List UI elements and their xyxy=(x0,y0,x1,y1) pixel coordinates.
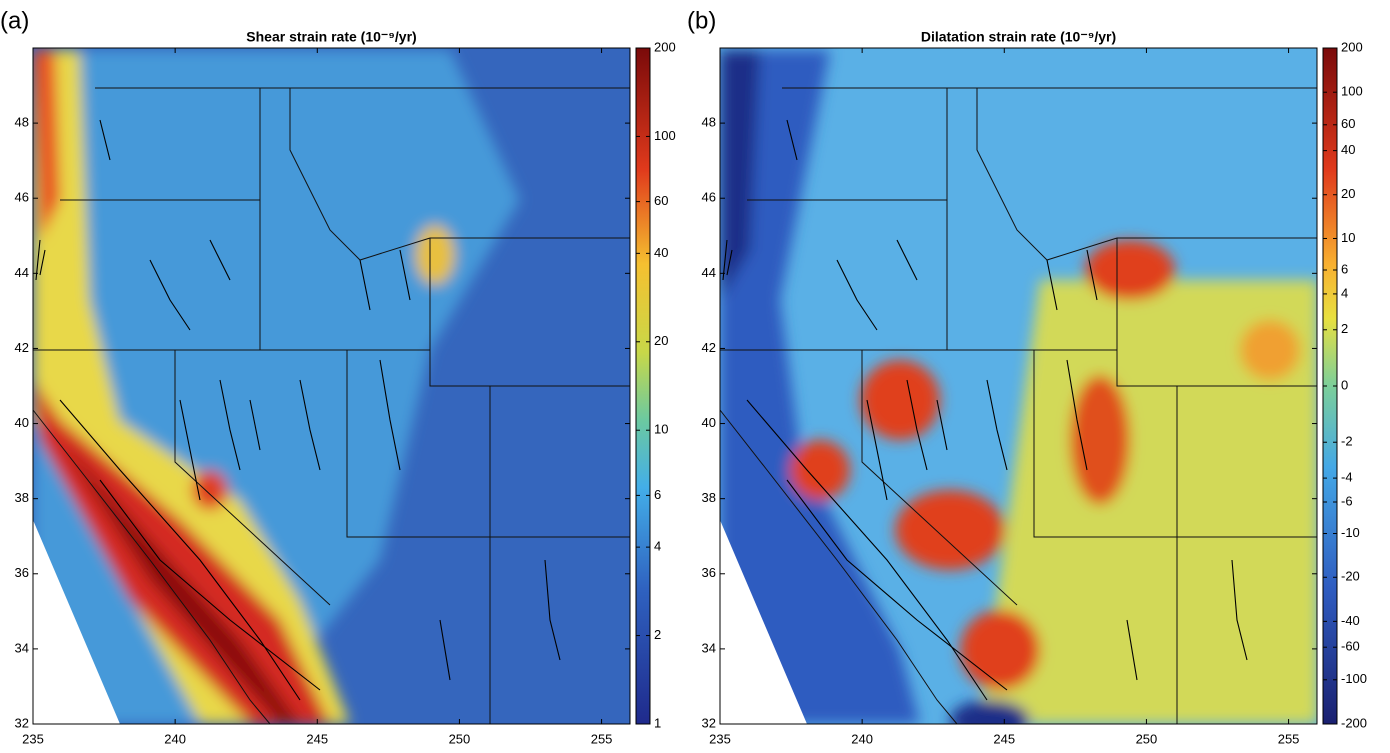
panel-label: (b) xyxy=(687,7,716,34)
y-tick-label: 32 xyxy=(15,715,29,730)
x-tick-label: 245 xyxy=(306,731,328,746)
y-tick-label: 42 xyxy=(15,340,29,355)
colorbar-tick-label: -40 xyxy=(1341,613,1360,628)
colorbar-tick-label: 60 xyxy=(1341,116,1355,131)
y-tick-label: 38 xyxy=(15,490,29,505)
y-tick-label: 40 xyxy=(15,415,29,430)
colorbar-tick-label: 100 xyxy=(654,128,676,143)
colorbar-tick-label: 20 xyxy=(654,333,668,348)
heatmap xyxy=(720,48,1318,740)
colorbar-tick-label: -10 xyxy=(1341,525,1360,540)
y-tick-label: 42 xyxy=(702,340,716,355)
x-tick-label: 250 xyxy=(449,731,471,746)
chart-title: Dilatation strain rate (10⁻⁹/yr) xyxy=(921,29,1116,45)
y-tick-label: 48 xyxy=(702,115,716,130)
panel-label: (a) xyxy=(0,7,29,34)
colorbar-tick-label: -200 xyxy=(1341,715,1367,730)
colorbar-tick-label: 4 xyxy=(1341,285,1348,300)
y-tick-label: 44 xyxy=(15,265,29,280)
colorbar-tick-label: 10 xyxy=(654,422,668,437)
y-tick-label: 34 xyxy=(15,640,29,655)
colorbar-tick-label: -6 xyxy=(1341,493,1353,508)
figure: (a)Shear strain rate (10⁻⁹/yr)2352402452… xyxy=(0,0,1390,753)
colorbar-tick-label: 1 xyxy=(654,715,661,730)
y-tick-label: 36 xyxy=(702,565,716,580)
x-tick-label: 235 xyxy=(22,731,44,746)
colorbar-tick-label: -4 xyxy=(1341,470,1353,485)
colorbar-tick-label: -100 xyxy=(1341,671,1367,686)
y-tick-label: 40 xyxy=(702,415,716,430)
y-tick-label: 46 xyxy=(702,190,716,205)
colorbar-tick-label: -20 xyxy=(1341,569,1360,584)
colorbar-tick-label: 40 xyxy=(654,245,668,260)
colorbar-tick-label: 200 xyxy=(1341,39,1363,54)
x-tick-label: 245 xyxy=(993,731,1015,746)
x-tick-label: 240 xyxy=(851,731,873,746)
y-tick-label: 44 xyxy=(702,265,716,280)
colorbar-tick-label: 0 xyxy=(1341,377,1348,392)
y-tick-label: 34 xyxy=(702,640,716,655)
y-tick-label: 46 xyxy=(15,190,29,205)
heatmap xyxy=(33,48,630,724)
colorbar-tick-label: -60 xyxy=(1341,639,1360,654)
y-tick-label: 48 xyxy=(15,115,29,130)
x-tick-label: 235 xyxy=(709,731,731,746)
colorbar-tick-label: 20 xyxy=(1341,186,1355,201)
colorbar-tick-label: 2 xyxy=(1341,321,1348,336)
y-tick-label: 36 xyxy=(15,565,29,580)
colorbar-tick-label: 2 xyxy=(654,627,661,642)
x-tick-label: 250 xyxy=(1136,731,1158,746)
colorbar-tick-label: 40 xyxy=(1341,142,1355,157)
y-tick-label: 32 xyxy=(702,715,716,730)
chart-title: Shear strain rate (10⁻⁹/yr) xyxy=(246,29,416,45)
colorbar-tick-label: 6 xyxy=(1341,261,1348,276)
colorbar-tick-label: 100 xyxy=(1341,84,1363,99)
colorbar-tick-label: -2 xyxy=(1341,434,1353,449)
colorbar-tick-label: 10 xyxy=(1341,230,1355,245)
colorbar-tick-label: 4 xyxy=(654,539,661,554)
x-tick-label: 255 xyxy=(591,731,613,746)
colorbar-tick-label: 200 xyxy=(654,39,676,54)
colorbar-tick-label: 60 xyxy=(654,193,668,208)
x-tick-label: 240 xyxy=(164,731,186,746)
y-tick-label: 38 xyxy=(702,490,716,505)
x-tick-label: 255 xyxy=(1278,731,1300,746)
colorbar-tick-label: 6 xyxy=(654,487,661,502)
